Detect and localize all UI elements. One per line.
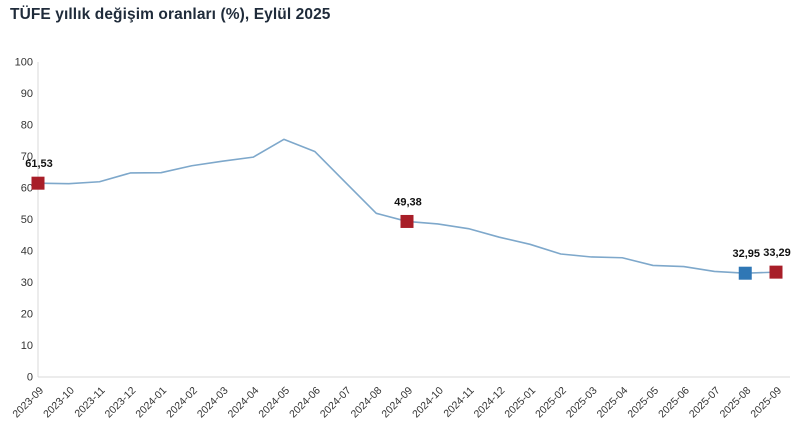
- x-tick-label: 2023-09: [10, 385, 46, 421]
- y-tick-label: 70: [21, 151, 33, 163]
- y-tick-label: 30: [21, 277, 33, 289]
- y-tick-label: 80: [21, 120, 33, 132]
- x-tick-label: 2023-11: [72, 385, 107, 420]
- x-tick-label: 2024-11: [441, 385, 476, 420]
- data-label-2025-09: 33,29: [763, 247, 791, 259]
- data-marker-2025-08: [738, 266, 752, 280]
- x-tick-label: 2025-05: [625, 385, 661, 421]
- y-tick-label: 50: [21, 214, 33, 226]
- x-tick-label: 2025-03: [564, 385, 600, 421]
- y-tick-label: 40: [21, 246, 33, 258]
- data-label-2025-08: 32,95: [732, 248, 760, 260]
- x-tick-label: 2025-01: [502, 385, 538, 421]
- chart-title: TÜFE yıllık değişim oranları (%), Eylül …: [10, 6, 331, 23]
- x-tick-label: 2025-04: [595, 385, 631, 421]
- y-tick-label: 100: [15, 57, 33, 69]
- x-tick-label: 2024-12: [472, 385, 508, 421]
- data-label-2024-09: 49,38: [394, 196, 422, 208]
- x-tick-label: 2024-07: [318, 385, 354, 421]
- x-tick-label: 2025-06: [656, 385, 692, 421]
- x-tick-label: 2023-12: [103, 385, 139, 421]
- data-marker-2025-09: [769, 265, 783, 279]
- x-tick-label: 2024-01: [133, 385, 169, 421]
- x-tick-label: 2024-08: [349, 385, 385, 421]
- x-tick-label: 2024-10: [410, 385, 446, 421]
- x-tick-label: 2025-09: [748, 385, 784, 421]
- y-tick-label: 60: [21, 183, 33, 195]
- data-marker-2023-09: [31, 176, 45, 190]
- y-tick-label: 0: [27, 372, 33, 384]
- x-tick-label: 2024-02: [164, 385, 200, 421]
- y-tick-label: 90: [21, 88, 33, 100]
- x-tick-label: 2025-08: [718, 385, 754, 421]
- x-tick-label: 2024-04: [226, 385, 262, 421]
- y-tick-label: 20: [21, 309, 33, 321]
- x-tick-label: 2024-09: [379, 385, 415, 421]
- x-tick-label: 2025-07: [687, 385, 723, 421]
- x-tick-label: 2025-02: [533, 385, 569, 421]
- x-tick-label: 2023-10: [41, 385, 77, 421]
- y-tick-label: 10: [21, 340, 33, 352]
- data-marker-2024-09: [400, 214, 414, 228]
- x-tick-label: 2024-03: [195, 385, 231, 421]
- data-label-2023-09: 61,53: [25, 158, 53, 170]
- x-tick-label: 2024-06: [287, 385, 323, 421]
- x-tick-label: 2024-05: [256, 385, 292, 421]
